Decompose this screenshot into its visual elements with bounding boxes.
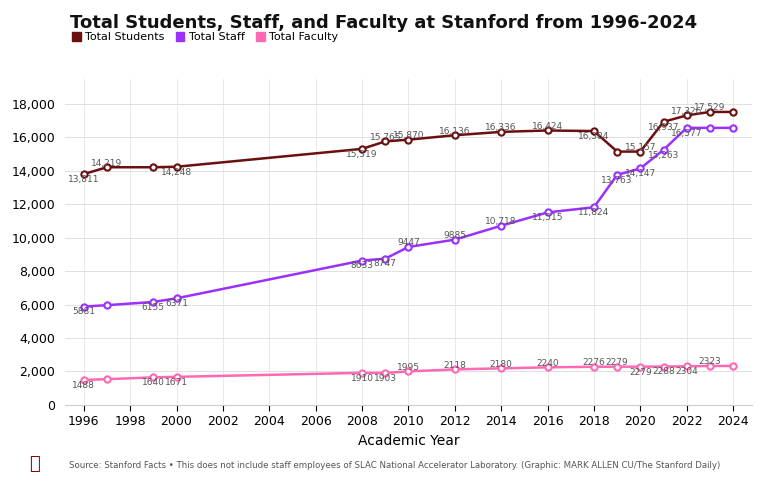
Text: 16,136: 16,136 <box>439 126 471 136</box>
Text: 1640: 1640 <box>142 378 165 387</box>
Text: 14,147: 14,147 <box>624 169 656 178</box>
Text: 6371: 6371 <box>165 299 188 308</box>
Text: 16,384: 16,384 <box>578 132 610 141</box>
Text: 14,248: 14,248 <box>161 168 192 177</box>
Text: 13,763: 13,763 <box>601 176 633 185</box>
Text: 2288: 2288 <box>652 367 675 376</box>
Text: 2240: 2240 <box>536 359 559 368</box>
Text: 16,937: 16,937 <box>648 123 680 132</box>
Text: 2304: 2304 <box>676 367 698 376</box>
Text: 2180: 2180 <box>490 360 512 369</box>
Text: 1488: 1488 <box>72 381 95 390</box>
Text: Source: Stanford Facts • This does not include staff employees of SLAC National : Source: Stanford Facts • This does not i… <box>69 461 720 470</box>
Text: 2276: 2276 <box>583 358 605 367</box>
Text: 9447: 9447 <box>397 238 420 247</box>
Legend: Total Students, Total Staff, Total Faculty: Total Students, Total Staff, Total Facul… <box>67 28 343 46</box>
Text: 2323: 2323 <box>699 357 721 366</box>
Text: 5881: 5881 <box>72 308 95 316</box>
Text: 1995: 1995 <box>397 363 420 372</box>
Text: 15,765: 15,765 <box>370 133 401 142</box>
Text: 15,870: 15,870 <box>393 131 424 140</box>
Text: 17,529: 17,529 <box>694 103 726 112</box>
Text: 11,824: 11,824 <box>578 208 610 217</box>
Text: 6155: 6155 <box>142 303 165 312</box>
Text: 1671: 1671 <box>165 377 188 387</box>
Text: 15,263: 15,263 <box>648 151 680 160</box>
Text: 10,718: 10,718 <box>486 217 517 226</box>
Text: 2279: 2279 <box>629 367 652 376</box>
Text: 13,811: 13,811 <box>68 175 100 184</box>
Text: 16,424: 16,424 <box>532 122 563 131</box>
Text: 15,157: 15,157 <box>624 143 656 152</box>
Text: 11,515: 11,515 <box>532 213 563 222</box>
Text: 8747: 8747 <box>374 260 397 269</box>
Text: 1903: 1903 <box>374 374 397 383</box>
Text: 9885: 9885 <box>443 231 466 240</box>
X-axis label: Academic Year: Academic Year <box>357 433 459 448</box>
Text: 16,577: 16,577 <box>671 129 703 137</box>
Text: 8633: 8633 <box>351 262 374 271</box>
Text: 15,319: 15,319 <box>346 150 378 159</box>
Text: 1910: 1910 <box>351 374 374 383</box>
Text: Ⓢ: Ⓢ <box>29 455 40 473</box>
Text: Total Students, Staff, and Faculty at Stanford from 1996-2024: Total Students, Staff, and Faculty at St… <box>70 14 697 33</box>
Text: 14,219: 14,219 <box>91 159 123 168</box>
Text: 17,326: 17,326 <box>671 107 703 115</box>
Text: 16,336: 16,336 <box>486 123 517 132</box>
Text: 2118: 2118 <box>443 361 466 370</box>
Text: 2279: 2279 <box>606 358 628 367</box>
